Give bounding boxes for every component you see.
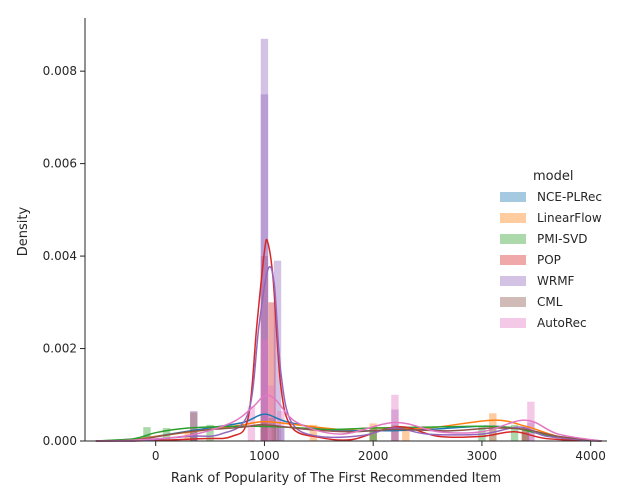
hist-bar-pmi-svd-4 [369,428,377,441]
hist-bar-autorec-1 [260,339,269,441]
hist-bar-nce-plrec-2 [260,415,269,441]
x-axis-title: Rank of Popularity of The First Recommen… [171,471,501,486]
legend-swatch-autorec [500,318,526,328]
hist-bar-autorec-2 [267,385,275,441]
legend: model NCE-PLRec LinearFlow PMI-SVD POP WRMF C… [500,169,602,330]
y-tick-label-2: 0.004 [43,249,77,263]
hist-bar-wrmf-1 [260,38,269,441]
y-axis-title: Density [16,206,31,256]
kde-line-wrmf [95,266,602,442]
hist-bar-cml-3 [391,424,399,441]
y-tick-label-1: 0.002 [43,342,77,356]
hist-bar-nce-plrec-7 [521,431,530,441]
legend-label-autorec: AutoRec [537,316,587,330]
hist-bar-cml-4 [521,428,530,441]
y-ticks: 0.000 0.002 0.004 0.006 0.008 [43,64,85,448]
legend-swatch-cml [500,297,526,307]
hist-bar-cml-1 [260,422,269,441]
y-tick-label-3: 0.006 [43,157,77,171]
hist-bar-pmi-svd-0 [143,427,151,441]
hist-bar-autorec-4 [391,394,399,441]
legend-label-pop: POP [537,253,561,267]
hist-bar-linearflow-1 [260,420,269,441]
hist-bar-wrmf-3 [190,410,198,441]
legend-swatch-pmi-svd [500,234,526,244]
hist-bar-nce-plrec-1 [190,429,198,441]
hist-bar-nce-plrec-5 [369,429,377,441]
x-tick-label-0: 0 [152,449,160,463]
legend-swatch-nce-plrec [500,192,526,202]
legend-label-wrmf: WRMF [537,274,575,288]
hist-bar-nce-plrec-4 [277,427,285,441]
legend-title: model [533,169,573,184]
hist-bar-linearflow-2 [309,424,318,441]
hist-bar-wrmf-4 [391,409,399,441]
legend-label-cml: CML [537,295,563,309]
legend-swatch-linearflow [500,213,526,223]
kde-line-cml [95,424,602,442]
kde-layer [95,238,602,442]
x-tick-label-4: 4000 [575,449,606,463]
legend-swatch-pop [500,255,526,265]
axes-layer [84,18,607,442]
kde-line-autorec [95,394,602,442]
x-tick-label-1: 1000 [249,449,280,463]
hist-bar-pmi-svd-2 [206,424,214,441]
hist-bar-wrmf-0 [260,94,269,441]
kde-line-pop [95,238,602,442]
x-ticks: 0 1000 2000 3000 4000 [152,441,606,463]
hist-bar-pmi-svd-6 [510,424,519,441]
hist-bar-pop-0 [260,256,269,441]
hist-bar-cml-2 [271,424,280,441]
hist-bar-linearflow-4 [402,428,410,441]
hist-bar-pmi-svd-3 [260,427,269,441]
hist-bar-cml-0 [190,412,198,441]
hist-bar-nce-plrec-6 [489,427,497,441]
legend-label-pmi-svd: PMI-SVD [537,232,588,246]
hist-bar-linearflow-3 [369,423,377,441]
hist-bar-pop-1 [268,302,276,441]
y-tick-label-0: 0.000 [43,434,77,448]
legend-label-linearflow: LinearFlow [537,211,602,225]
legend-label-nce-plrec: NCE-PLRec [537,190,602,204]
legend-swatch-wrmf [500,276,526,286]
hist-bar-nce-plrec-3 [268,417,276,441]
x-tick-label-3: 3000 [467,449,498,463]
x-tick-label-2: 2000 [358,449,389,463]
y-tick-label-4: 0.008 [43,64,77,78]
histogram-layer [143,38,535,441]
kde-line-pmi-svd [95,425,602,442]
